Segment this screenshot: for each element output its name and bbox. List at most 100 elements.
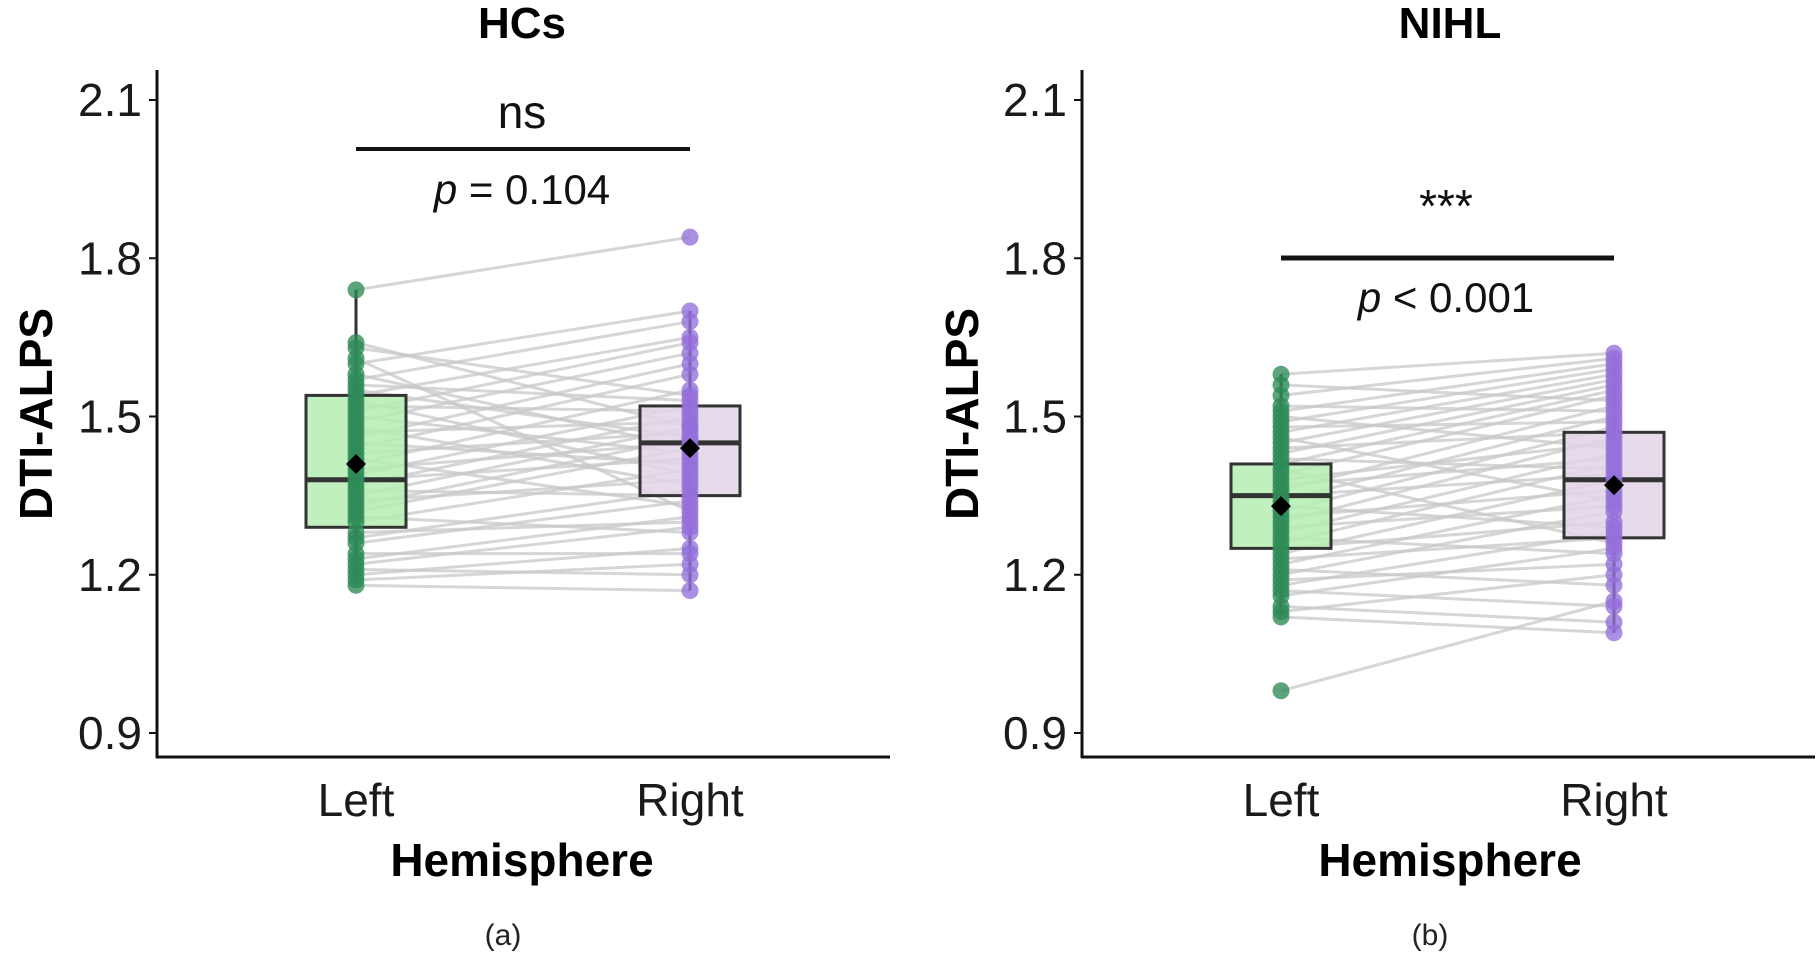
y-axis-label: DTI-ALPS	[936, 308, 988, 520]
y-tick-label: 1.2	[1003, 549, 1067, 601]
pair-line	[355, 415, 691, 487]
data-point-right	[1605, 613, 1623, 631]
panel-hcs: HCs ns p = 0.104 0.9 1.2 1.5 1.8 2.1 Left Ri…	[10, 0, 890, 952]
p-value: p < 0.001	[1356, 274, 1534, 321]
pair-line	[1280, 567, 1615, 587]
y-tick-label: 2.1	[78, 74, 142, 126]
y-axis-label: DTI-ALPS	[10, 308, 62, 520]
y-tick-label: 1.8	[78, 232, 142, 284]
pair-line	[355, 525, 691, 566]
data-point-right	[681, 228, 699, 246]
pair-line	[355, 567, 691, 577]
data-point-right	[1605, 439, 1623, 457]
data-point-left	[1272, 365, 1290, 383]
y-axis-ticks: 0.9 1.2 1.5 1.8 2.1	[1003, 74, 1082, 759]
data-point-right	[681, 302, 699, 320]
pair-line	[1280, 415, 1615, 450]
pair-line	[1280, 378, 1615, 445]
data-point-right	[681, 582, 699, 600]
pair-line	[355, 499, 691, 545]
pair-line	[1280, 504, 1615, 529]
pair-line	[1280, 467, 1615, 545]
data-point-right	[1605, 597, 1623, 615]
panel-caption: (a)	[485, 919, 522, 952]
pair-line	[1280, 473, 1615, 498]
paired-lines	[1280, 351, 1615, 693]
pair-line	[355, 467, 691, 524]
pair-line	[1280, 388, 1615, 466]
pair-line	[355, 351, 691, 424]
pair-line	[355, 320, 691, 382]
panel-caption: (b)	[1412, 919, 1449, 952]
p-value: p = 0.104	[432, 166, 610, 213]
data-point-right	[1605, 344, 1623, 362]
pair-line	[1280, 604, 1615, 624]
data-point-right	[1605, 534, 1623, 552]
pair-line	[355, 357, 691, 513]
panel-nihl: NIHL *** p < 0.001 0.91.21.51.82.1 Left …	[936, 0, 1815, 952]
pair-line	[1280, 457, 1615, 471]
pair-line	[355, 341, 691, 429]
pair-line	[1280, 356, 1615, 397]
pair-line	[1280, 362, 1615, 413]
data-point-right	[681, 328, 699, 346]
data-point-right	[1605, 518, 1623, 536]
pair-line	[1280, 562, 1615, 582]
pair-line	[1280, 367, 1615, 424]
data-point-right	[681, 545, 699, 563]
data-point-left	[1272, 682, 1290, 700]
y-axis-ticks: 0.9 1.2 1.5 1.8 2.1	[78, 74, 157, 759]
x-axis-label: Hemisphere	[390, 834, 653, 886]
data-point-right	[1605, 392, 1623, 410]
panel-title: HCs	[478, 0, 566, 48]
pair-line	[1280, 383, 1615, 455]
means	[1271, 475, 1624, 517]
pair-line	[1280, 615, 1615, 635]
pair-line	[1280, 441, 1615, 482]
y-tick-label: 1.2	[78, 549, 142, 601]
pair-line	[1280, 430, 1615, 450]
data-point-right	[681, 386, 699, 404]
pair-line	[1280, 415, 1615, 503]
x-tick-label: Right	[1560, 774, 1668, 826]
pair-line	[355, 388, 691, 440]
significance-label: ***	[1419, 180, 1473, 232]
pair-line	[355, 362, 691, 440]
pair-line	[1280, 404, 1615, 413]
pair-line	[355, 520, 691, 535]
pair-line	[355, 488, 691, 498]
y-tick-label: 2.1	[1003, 74, 1067, 126]
data-point-right	[1605, 460, 1623, 478]
mean-marker	[1604, 475, 1624, 496]
pair-line	[1280, 420, 1615, 429]
pair-line	[1280, 536, 1615, 556]
pair-line	[1280, 509, 1615, 577]
y-tick-label: 0.9	[1003, 707, 1067, 759]
pair-line	[355, 235, 691, 292]
x-axis-label: Hemisphere	[1318, 834, 1581, 886]
data-point-right	[681, 466, 699, 484]
significance-label: ns	[498, 86, 547, 138]
data-point-left	[347, 281, 365, 299]
pair-line	[355, 425, 691, 487]
pair-line	[355, 478, 691, 503]
pair-line	[1280, 599, 1615, 693]
data-points	[347, 228, 699, 600]
pair-line	[355, 420, 691, 434]
means	[346, 438, 700, 474]
pair-line	[1280, 351, 1615, 376]
pair-line	[1280, 520, 1615, 550]
data-point-right	[681, 566, 699, 584]
pair-line	[1280, 488, 1615, 519]
y-tick-label: 1.5	[1003, 391, 1067, 443]
y-tick-label: 1.5	[78, 391, 142, 443]
pair-line	[355, 583, 691, 593]
pair-line	[1280, 536, 1615, 561]
panel-title: NIHL	[1399, 0, 1502, 48]
data-point-right	[1605, 576, 1623, 594]
data-point-right	[681, 418, 699, 436]
x-tick-label: Left	[1243, 774, 1320, 826]
pair-line	[355, 457, 691, 508]
pair-line	[1280, 404, 1615, 492]
